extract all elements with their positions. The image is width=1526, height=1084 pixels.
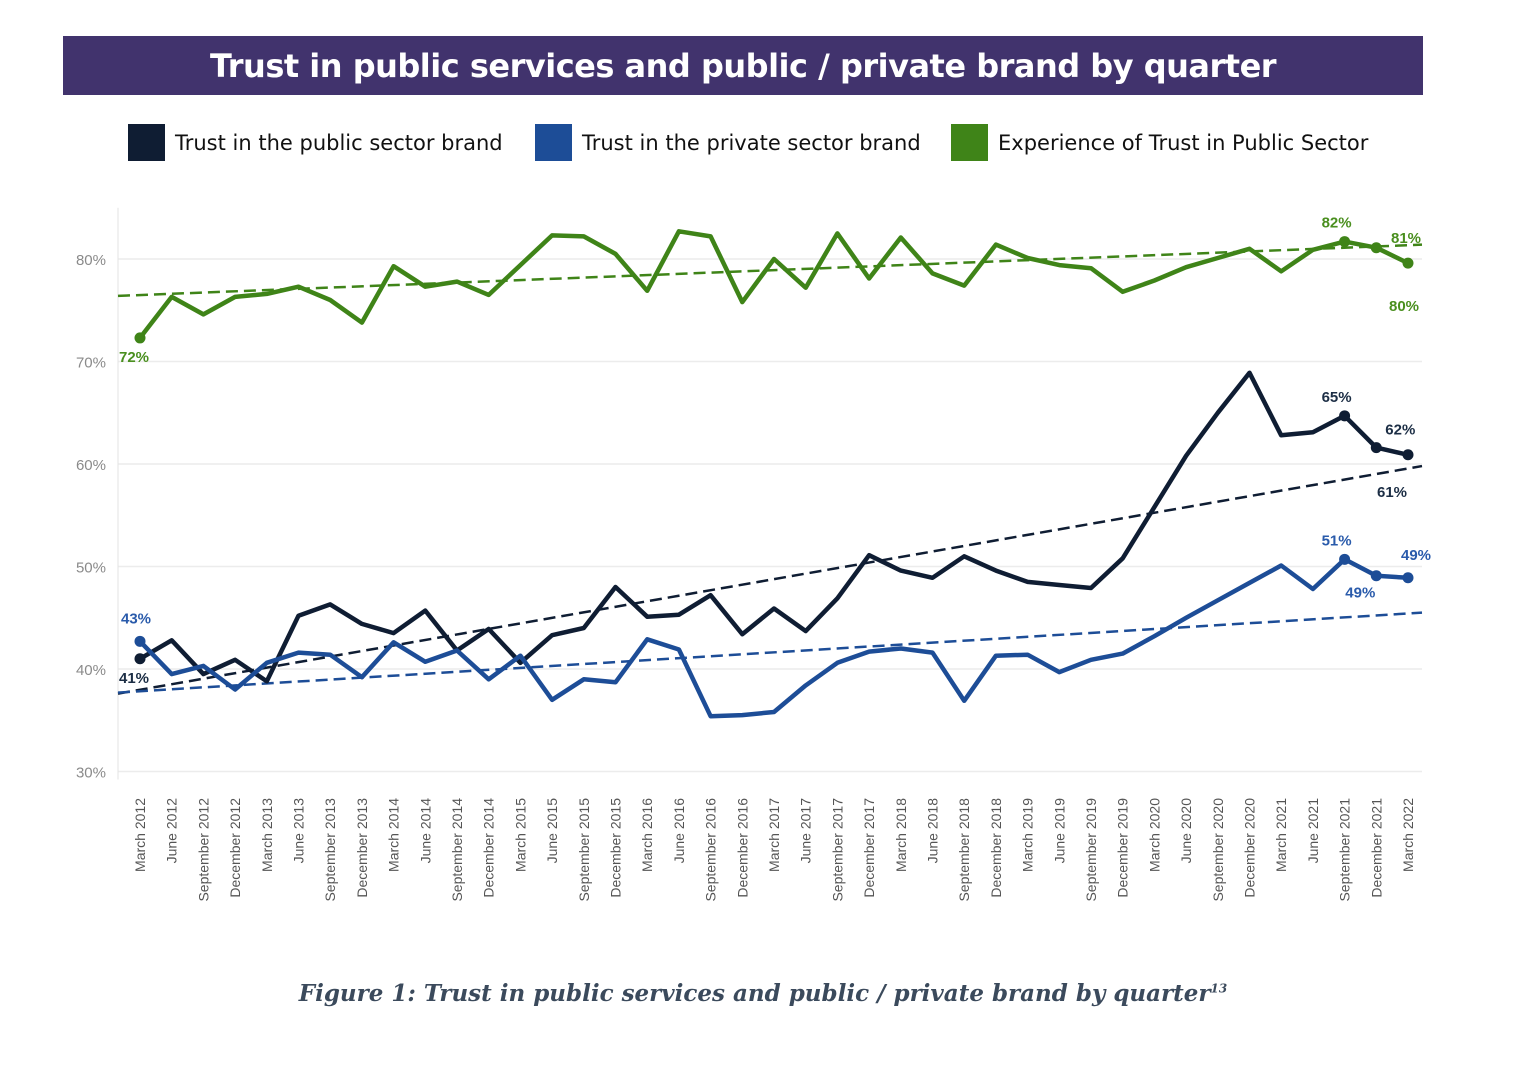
x-tick-label: September 2021	[1337, 798, 1353, 902]
x-tick-label: September 2015	[576, 798, 592, 902]
x-tick-label: September 2018	[956, 798, 972, 902]
y-tick-label: 80%	[76, 252, 106, 269]
legend-item-public-sector: Trust in the public sector brand	[128, 124, 503, 161]
x-tick-label: March 2020	[1146, 798, 1162, 872]
legend-swatch-private-sector	[535, 124, 572, 161]
x-tick-label: June 2013	[291, 798, 307, 864]
chart-legend: Trust in the public sector brand Trust i…	[0, 124, 1526, 164]
x-tick-label: March 2017	[766, 798, 782, 872]
x-tick-label: September 2020	[1210, 798, 1226, 902]
legend-swatch-public-sector	[128, 124, 165, 161]
chart-title-banner: Trust in public services and public / pr…	[63, 36, 1423, 95]
x-tick-label: March 2018	[893, 798, 909, 872]
trendline	[117, 243, 1423, 298]
x-tick-label: December 2015	[608, 798, 624, 898]
x-tick-label: June 2014	[417, 798, 433, 864]
x-tick-label: March 2021	[1273, 798, 1289, 872]
x-tick-label: December 2021	[1368, 798, 1384, 898]
data-label: 80%	[1389, 298, 1419, 315]
data-point	[1402, 572, 1414, 584]
x-tick-label: December 2018	[988, 798, 1004, 898]
series-line	[137, 557, 1411, 719]
x-tick-label: March 2012	[132, 798, 148, 872]
x-tick-label: December 2013	[354, 798, 370, 898]
trendline	[117, 464, 1423, 695]
x-tick-label: September 2016	[703, 798, 719, 902]
data-point	[1402, 257, 1414, 269]
y-tick-label: 60%	[76, 457, 106, 474]
y-tick-label: 30%	[76, 765, 106, 782]
data-point	[134, 635, 146, 647]
data-point	[1370, 442, 1382, 454]
x-tick-label: March 2014	[386, 798, 402, 872]
figure-caption-text: Figure 1: Trust in public services and p…	[298, 980, 1211, 1007]
x-tick-label: March 2016	[639, 798, 655, 872]
data-point	[1339, 410, 1351, 422]
data-label: 72%	[119, 349, 149, 366]
legend-label-experience: Experience of Trust in Public Sector	[998, 130, 1369, 155]
data-label: 41%	[119, 670, 149, 687]
x-tick-label: December 2012	[227, 798, 243, 898]
x-tick-label: June 2018	[925, 798, 941, 864]
x-tick-label: June 2021	[1305, 798, 1321, 864]
data-point	[1402, 449, 1414, 461]
figure-caption: Figure 1: Trust in public services and p…	[0, 980, 1526, 1007]
line-chart: 30% 40% 50% 60% 70% 80% March 2012 June 2012 Sep…	[76, 207, 1431, 902]
x-tick-label: June 2017	[798, 798, 814, 864]
x-tick-label: December 2016	[734, 798, 750, 898]
legend-swatch-experience	[951, 124, 988, 161]
data-label: 81%	[1391, 230, 1421, 247]
data-label: 49%	[1345, 585, 1375, 602]
legend-item-experience: Experience of Trust in Public Sector	[951, 124, 1368, 161]
data-label: 51%	[1322, 532, 1352, 549]
data-point	[134, 332, 146, 344]
x-tick-label: September 2013	[322, 798, 338, 902]
trendline	[117, 611, 1423, 694]
x-tick-label: March 2022	[1400, 798, 1416, 872]
data-point	[1339, 553, 1351, 565]
data-label: 61%	[1377, 484, 1407, 501]
data-label: 65%	[1322, 389, 1352, 406]
x-tick-label: March 2013	[259, 798, 275, 872]
x-tick-label: December 2014	[481, 798, 497, 898]
legend-label-public-sector: Trust in the public sector brand	[175, 130, 503, 155]
data-point	[1370, 242, 1382, 254]
x-tick-label: June 2019	[1051, 798, 1067, 864]
x-tick-label: December 2017	[861, 798, 877, 898]
y-tick-label: 40%	[76, 662, 106, 679]
data-label: 62%	[1385, 422, 1415, 439]
series-line	[137, 370, 1411, 684]
x-tick-label: September 2017	[829, 798, 845, 902]
data-label: 82%	[1322, 215, 1352, 232]
x-tick-label: December 2019	[1115, 798, 1131, 898]
x-tick-label: March 2019	[1020, 798, 1036, 872]
data-point	[134, 653, 146, 665]
x-tick-label: September 2012	[195, 798, 211, 902]
x-tick-label: June 2012	[164, 798, 180, 864]
x-tick-label: June 2016	[671, 798, 687, 864]
data-label: 43%	[121, 610, 151, 627]
data-point	[1339, 236, 1351, 248]
figure-caption-footnote: 13	[1210, 981, 1228, 996]
x-tick-label: March 2015	[512, 798, 528, 872]
x-tick-label: June 2020	[1178, 798, 1194, 864]
y-tick-label: 70%	[76, 355, 106, 372]
legend-item-private-sector: Trust in the private sector brand	[535, 124, 921, 161]
y-tick-label: 50%	[76, 560, 106, 577]
x-tick-label: June 2015	[544, 798, 560, 864]
x-tick-label: September 2014	[449, 798, 465, 902]
x-tick-label: December 2020	[1242, 798, 1258, 898]
data-point	[1370, 570, 1382, 582]
x-tick-label: September 2019	[1083, 798, 1099, 902]
data-label: 49%	[1401, 547, 1431, 564]
series-line	[137, 229, 1411, 341]
chart-title: Trust in public services and public / pr…	[209, 46, 1277, 85]
legend-label-private-sector: Trust in the private sector brand	[582, 130, 921, 155]
